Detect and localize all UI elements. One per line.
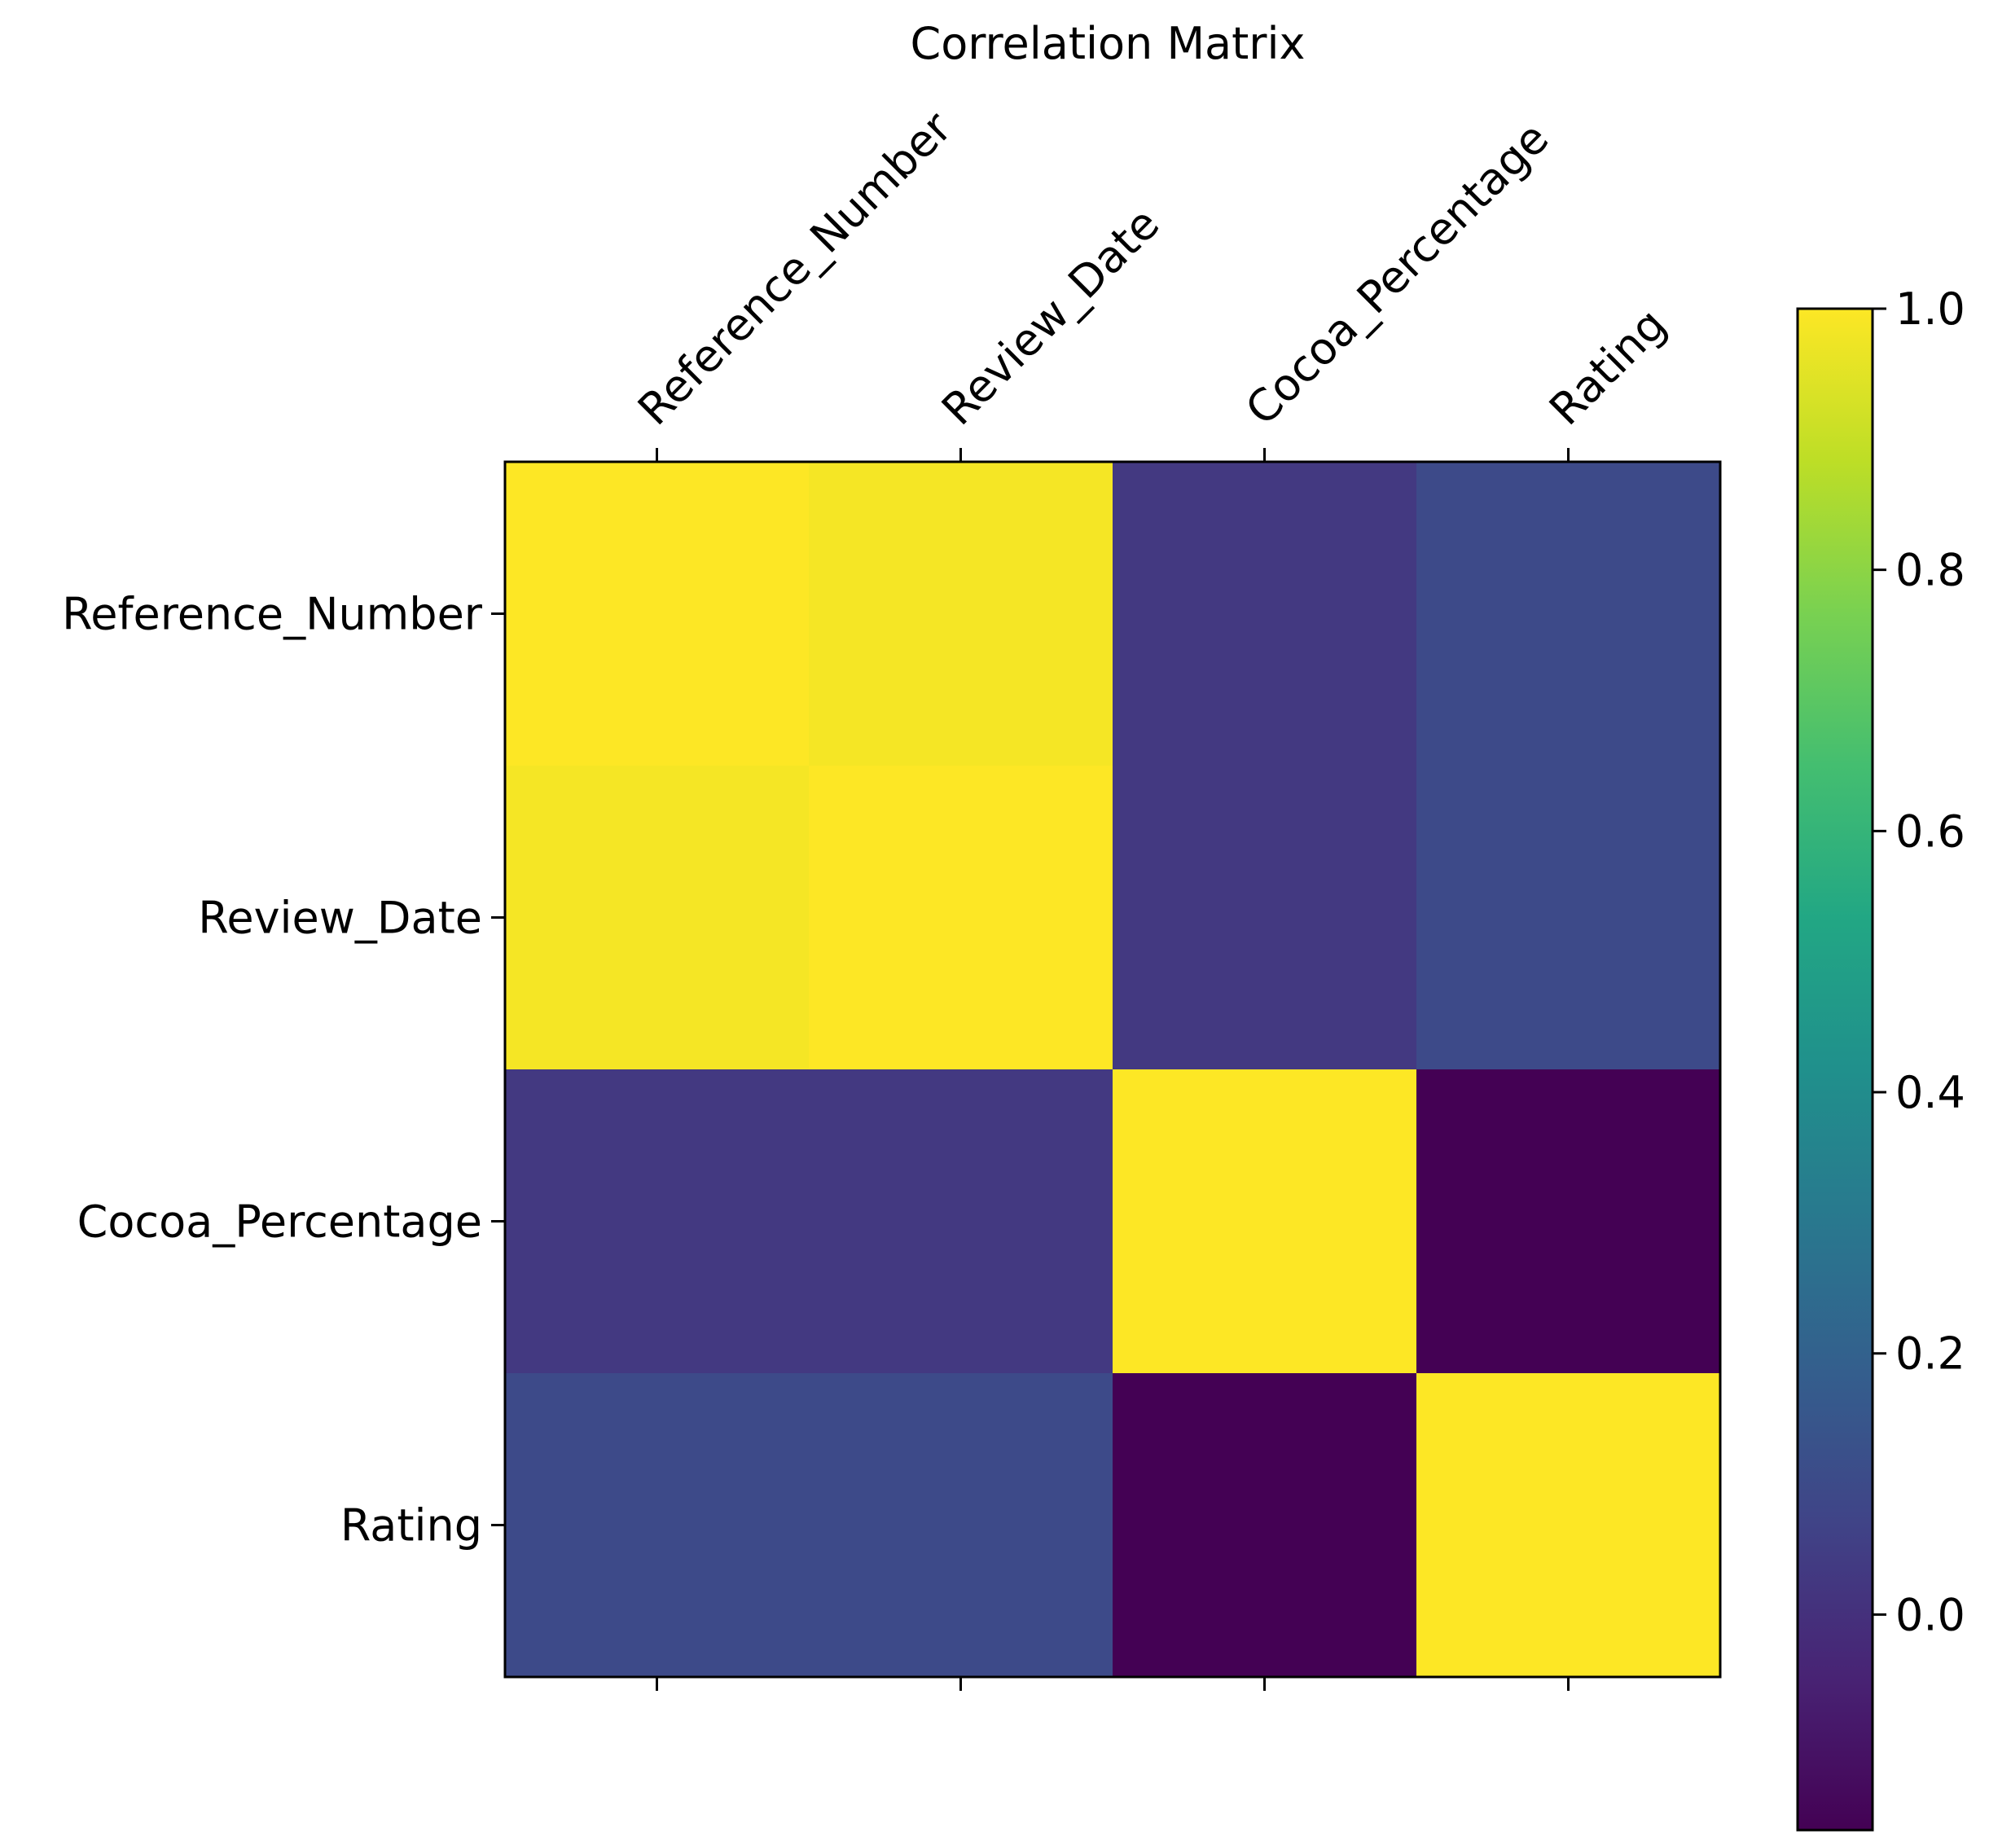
heatmap-cell-0-0 xyxy=(505,462,810,766)
heatmap-cell-3-0 xyxy=(505,1373,810,1678)
colorbar xyxy=(1796,307,1874,1832)
heatmap-cell-0-2 xyxy=(1113,462,1417,766)
heatmap-cell-1-3 xyxy=(1416,766,1721,1070)
heatmap-cell-2-3 xyxy=(1416,1069,1721,1374)
heatmap-cell-0-1 xyxy=(809,462,1113,766)
heatmap-cell-2-0 xyxy=(505,1069,810,1374)
colorbar-tick-label-5: 1.0 xyxy=(1895,283,1965,335)
heatmap-cell-2-1 xyxy=(809,1069,1113,1374)
heatmap-cell-2-2 xyxy=(1113,1069,1417,1374)
heatmap-cell-3-1 xyxy=(809,1373,1113,1678)
y-tick-label-2: Cocoa_Percentage xyxy=(77,1196,482,1248)
colorbar-tick-label-3: 0.6 xyxy=(1895,805,1965,857)
plot-frame xyxy=(503,460,1722,1679)
heatmap-cell-1-0 xyxy=(505,766,810,1070)
y-tick-label-1: Review_Date xyxy=(198,893,482,944)
heatmap-cell-1-1 xyxy=(809,766,1113,1070)
colorbar-tick-label-1: 0.2 xyxy=(1895,1328,1965,1380)
y-axis-ticks: Reference_Number Review_Date Cocoa_Percent… xyxy=(62,589,505,1552)
heatmap-cell-1-2 xyxy=(1113,766,1417,1070)
heatmap-cell-3-2 xyxy=(1113,1373,1417,1678)
heatmap-cell-0-3 xyxy=(1416,462,1721,766)
chart-title: Correlation Matrix xyxy=(911,18,1306,69)
colorbar-tick-label-2: 0.4 xyxy=(1895,1067,1965,1118)
colorbar-tick-label-4: 0.8 xyxy=(1895,545,1965,596)
y-tick-label-3: Rating xyxy=(340,1500,482,1552)
colorbar-ticks: 0.0 0.2 0.4 0.6 0.8 1.0 xyxy=(1873,283,1965,1640)
x-tick-label-2: Cocoa_Percentage xyxy=(1236,112,1558,435)
heatmap-cells xyxy=(505,462,1721,1678)
x-tick-label-0: Reference_Number xyxy=(628,101,962,435)
x-tick-label-3: Rating xyxy=(1539,299,1676,436)
colorbar-tick-label-0: 0.0 xyxy=(1895,1589,1965,1640)
x-tick-label-1: Review_Date xyxy=(932,198,1169,435)
y-tick-label-0: Reference_Number xyxy=(62,589,483,640)
heatmap-cell-3-3 xyxy=(1416,1373,1721,1678)
